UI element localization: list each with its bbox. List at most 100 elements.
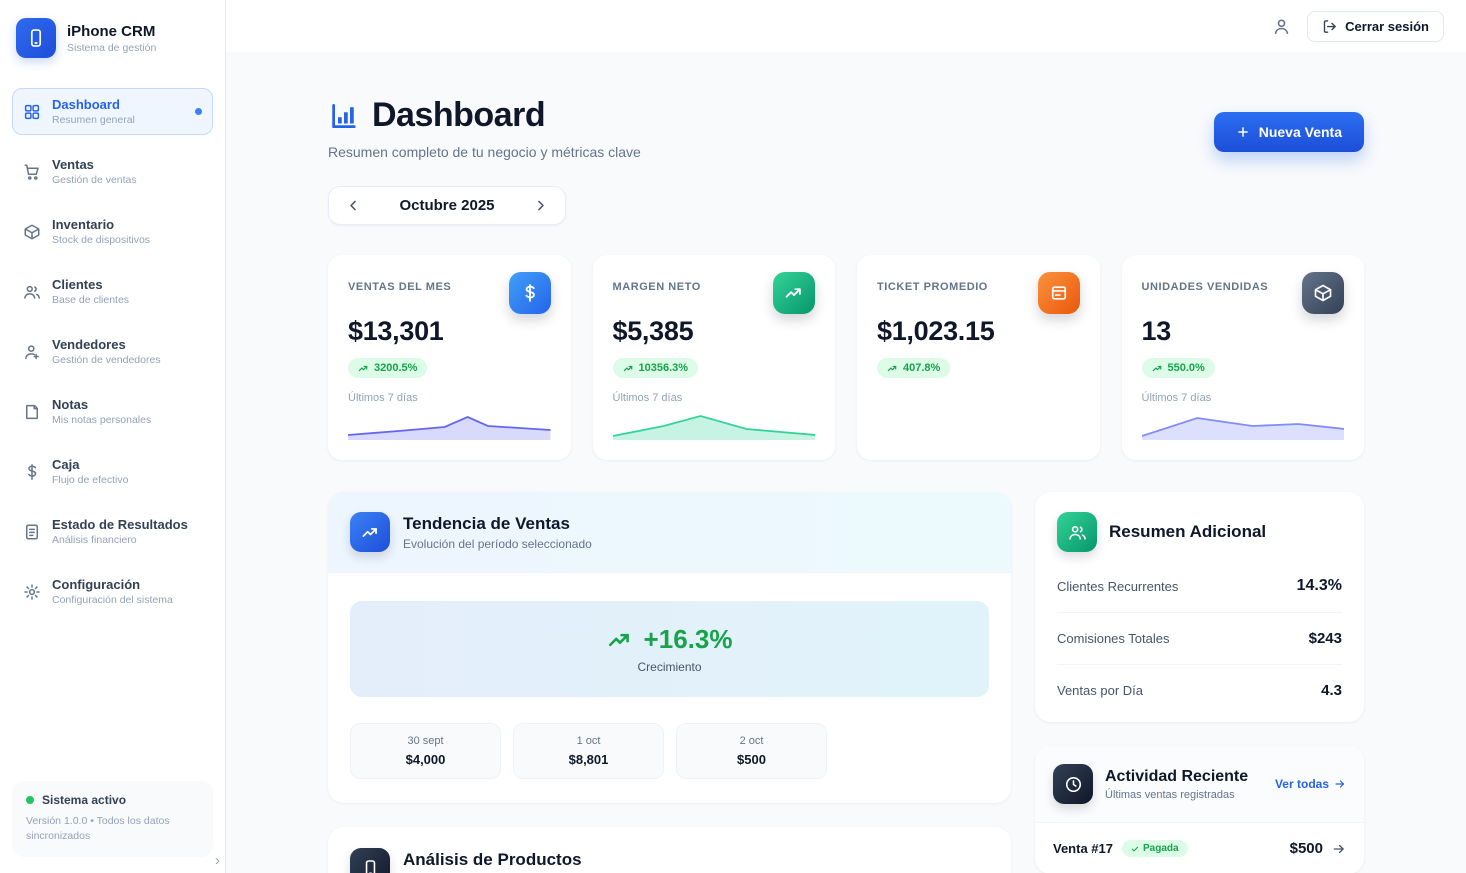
people-icon	[1057, 512, 1097, 552]
stat-card-ticket-promedio: TICKET PROMEDIO $1,023.15 407.8%	[857, 255, 1100, 460]
sidebar-item-label: Estado de Resultados	[52, 517, 188, 532]
sale-amount: $500	[1289, 840, 1323, 857]
stat-period: Últimos 7 días	[348, 392, 418, 404]
stat-badge: 550.0%	[1141, 358, 1215, 378]
trending-up-icon	[623, 365, 632, 371]
trending-up-icon	[350, 512, 390, 552]
stat-value: $1,023.15	[877, 316, 995, 346]
sidebar-nav: Dashboard Resumen general Ventas Gestión…	[0, 74, 225, 781]
sidebar-item-sublabel: Flujo de efectivo	[52, 474, 129, 486]
page-header: Dashboard Resumen completo de tu negocio…	[328, 96, 1364, 160]
stat-card-unidades-vendidas: UNIDADES VENDIDAS 13 550.0% Últimos 7 dí…	[1121, 255, 1364, 460]
activity-panel-title: Actividad Reciente	[1105, 767, 1249, 785]
activity-item-venta-17[interactable]: Venta #17 Pagada $500	[1035, 823, 1364, 873]
sidebar-item-label: Configuración	[52, 577, 141, 592]
system-status-card: Sistema activo Versión 1.0.0 • Todos los…	[12, 780, 213, 857]
trending-up-icon	[887, 365, 897, 371]
trend-point: 30 sept $4,000	[350, 723, 501, 779]
trending-up-icon	[773, 272, 815, 314]
new-sale-button[interactable]: Nueva Venta	[1213, 112, 1364, 152]
new-sale-label: Nueva Venta	[1258, 124, 1342, 140]
trending-up-icon	[1152, 365, 1161, 371]
products-analysis-panel: Análisis de Productos Modelos más vendid…	[328, 827, 1011, 873]
sidebar-item-sublabel: Configuración del sistema	[52, 594, 173, 606]
sales-trend-panel: Tendencia de Ventas Evolución del períod…	[328, 492, 1011, 803]
stat-period: Últimos 7 días	[612, 392, 683, 404]
cart-icon	[24, 164, 39, 180]
chevron-right-icon	[538, 200, 544, 211]
summary-panel-title: Resumen Adicional	[1109, 522, 1267, 541]
sidebar-item-label: Dashboard	[52, 97, 120, 112]
trend-point: 1 oct $8,801	[513, 723, 664, 779]
sidebar-item-dashboard[interactable]: Dashboard Resumen general	[12, 88, 213, 135]
sidebar-item-notas[interactable]: Notas Mis notas personales	[12, 388, 213, 435]
summary-label: Comisiones Totales	[1057, 631, 1170, 646]
next-month-button[interactable]	[530, 195, 551, 216]
summary-row: Clientes Recurrentes 14.3%	[1057, 560, 1342, 613]
page-title: Dashboard	[372, 96, 546, 134]
app-title: iPhone CRM	[67, 22, 156, 40]
sidebar-item-ventas[interactable]: Ventas Gestión de ventas	[12, 148, 213, 195]
summary-value: 14.3%	[1296, 577, 1342, 594]
grid-icon	[24, 104, 40, 119]
additional-summary-panel: Resumen Adicional Clientes Recurrentes 1…	[1035, 492, 1364, 722]
sidebar-item-estado-resultados[interactable]: Estado de Resultados Análisis financiero	[12, 508, 213, 555]
people-icon	[24, 285, 40, 299]
trend-point-value: $8,801	[568, 752, 609, 767]
sidebar-item-caja[interactable]: Caja Flujo de efectivo	[12, 448, 213, 495]
view-all-link[interactable]: Ver todas	[1275, 777, 1346, 791]
recent-activity-panel: Actividad Reciente Últimas ventas regist…	[1035, 746, 1364, 873]
sidebar-item-clientes[interactable]: Clientes Base de clientes	[12, 268, 213, 315]
status-dot	[26, 795, 34, 804]
person-icon	[25, 344, 39, 359]
trend-point-date: 1 oct	[576, 735, 601, 747]
month-selector: Octubre 2025	[328, 186, 566, 225]
stat-title: TICKET PROMEDIO	[877, 281, 988, 293]
package-icon	[24, 224, 40, 239]
package-icon	[1302, 272, 1344, 314]
sidebar-item-label: Ventas	[52, 157, 94, 172]
paid-status-badge: Pagada	[1122, 840, 1188, 857]
logout-button[interactable]: Cerrar sesión	[1307, 10, 1444, 42]
user-icon[interactable]	[1272, 17, 1291, 36]
trend-panel-title: Tendencia de Ventas	[403, 513, 570, 533]
system-status-label: Sistema activo	[42, 792, 127, 807]
trend-panel-subtitle: Evolución del período seleccionado	[403, 536, 592, 551]
summary-row: Ventas por Día 4.3	[1057, 665, 1342, 716]
growth-value: +16.3%	[643, 624, 733, 654]
stat-title: UNIDADES VENDIDAS	[1141, 281, 1269, 293]
stat-card-margen-neto: MARGEN NETO $5,385 10356.3% Últimos 7 dí…	[592, 255, 835, 460]
app-subtitle: Sistema de gestión	[67, 41, 157, 54]
content-scroll-area: Dashboard Resumen completo de tu negocio…	[226, 52, 1466, 873]
sidebar-item-sublabel: Stock de dispositivos	[52, 234, 151, 246]
dollar-icon	[508, 272, 551, 314]
sidebar-item-label: Vendedores	[52, 337, 126, 352]
plus-icon	[1237, 127, 1248, 137]
sparkline-blue	[348, 416, 551, 440]
summary-label: Ventas por Día	[1057, 683, 1143, 698]
sidebar-item-sublabel: Análisis financiero	[52, 534, 137, 546]
app-brand: iPhone CRM Sistema de gestión	[0, 0, 225, 74]
chevron-left-icon	[350, 200, 356, 211]
stat-card-ventas-del-mes: VENTAS DEL MES $13,301 3200.5% Últimos 7…	[328, 255, 571, 460]
sale-label: Venta #17	[1053, 841, 1113, 856]
sidebar-collapse-chevron-icon[interactable]: ›	[210, 850, 225, 871]
trending-up-icon	[358, 365, 368, 371]
trend-points: 30 sept $4,000 1 oct $8,801 2 oct	[350, 723, 989, 779]
stat-badge: 3200.5%	[348, 358, 428, 378]
sidebar-item-vendedores[interactable]: Vendedores Gestión de vendedores	[12, 328, 213, 375]
sidebar: iPhone CRM Sistema de gestión Dashboard …	[0, 0, 226, 873]
sidebar-item-sublabel: Base de clientes	[52, 294, 130, 306]
sidebar-item-inventario[interactable]: Inventario Stock de dispositivos	[12, 208, 213, 255]
active-indicator-dot	[195, 108, 202, 115]
stat-value: $5,385	[612, 316, 694, 346]
version-info: Versión 1.0.0 • Todos los datos sincroni…	[26, 814, 170, 843]
previous-month-button[interactable]	[343, 195, 364, 216]
bar-chart-icon	[332, 103, 356, 128]
arrow-right-icon	[1335, 780, 1345, 788]
summary-row: Comisiones Totales $243	[1057, 613, 1342, 665]
stat-cards: VENTAS DEL MES $13,301 3200.5% Últimos 7…	[328, 255, 1364, 460]
growth-label: Crecimiento	[637, 660, 702, 674]
sidebar-item-label: Inventario	[52, 217, 115, 232]
sidebar-item-configuracion[interactable]: Configuración Configuración del sistema	[12, 568, 213, 615]
